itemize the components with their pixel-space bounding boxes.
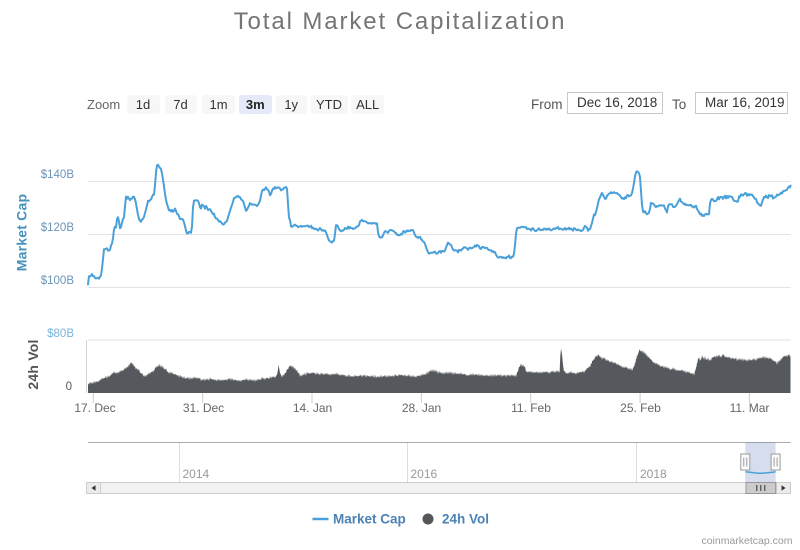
svg-text:31. Dec: 31. Dec xyxy=(183,401,224,415)
svg-text:11. Mar: 11. Mar xyxy=(730,401,770,415)
svg-text:28. Jan: 28. Jan xyxy=(402,401,441,415)
svg-text:17. Dec: 17. Dec xyxy=(74,401,115,415)
svg-text:2016: 2016 xyxy=(411,467,438,481)
svg-text:0: 0 xyxy=(66,381,72,393)
svg-text:$140B: $140B xyxy=(41,169,75,181)
svg-text:2014: 2014 xyxy=(183,467,210,481)
svg-text:$100B: $100B xyxy=(41,275,75,287)
svg-text:coinmarketcap.com: coinmarketcap.com xyxy=(701,535,792,547)
svg-text:11. Feb: 11. Feb xyxy=(511,401,551,415)
svg-text:24h Vol: 24h Vol xyxy=(25,339,41,389)
svg-text:14. Jan: 14. Jan xyxy=(293,401,332,415)
svg-text:24h Vol: 24h Vol xyxy=(442,512,489,527)
svg-text:25. Feb: 25. Feb xyxy=(620,401,661,415)
svg-text:Market Cap: Market Cap xyxy=(333,512,406,527)
svg-text:$80B: $80B xyxy=(47,328,74,340)
svg-text:2018: 2018 xyxy=(640,467,667,481)
svg-text:$120B: $120B xyxy=(41,222,75,234)
svg-text:Market Cap: Market Cap xyxy=(14,194,30,271)
